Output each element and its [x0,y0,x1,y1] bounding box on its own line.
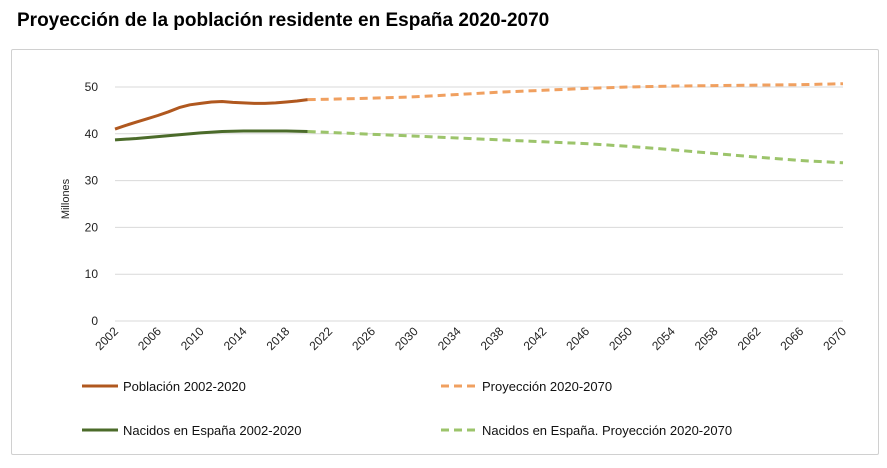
series-line-1 [114,98,308,131]
legend-label-2: Proyección 2020-2070 [482,379,612,394]
x-tick-label: 2018 [264,324,293,353]
x-tick-label: 2042 [521,324,550,353]
y-tick-label: 10 [85,267,99,281]
x-tick-label: 2014 [221,324,250,353]
y-tick-label: 30 [85,174,99,188]
y-tick-label: 0 [91,314,98,328]
x-tick-label: 2002 [92,324,121,353]
x-tick-label: 2010 [178,324,207,353]
series-line-4 [307,130,844,165]
chart-frame [11,49,879,455]
x-tick-label: 2062 [735,324,764,353]
y-tick-label: 20 [85,220,99,234]
x-axis-ticks: 2002 2006 2010 2014 2018 2022 2026 2030 2034 2038… [92,324,849,353]
chart-title: Proyección de la población residente en … [17,10,550,31]
series-line-3 [114,129,308,142]
legend-label-4: Nacidos en España. Proyección 2020-2070 [482,423,732,438]
y-axis-ticks: 0 10 20 30 40 50 [85,80,99,328]
x-tick-label: 2050 [606,324,635,353]
series-line-2 [307,82,844,102]
y-tick-label: 50 [85,80,99,94]
legend: Población 2002-2020 Proyección 2020-2070 N… [82,379,732,438]
legend-label-1: Población 2002-2020 [123,379,246,394]
y-tick-label: 40 [85,127,99,141]
x-tick-label: 2034 [435,324,464,353]
x-tick-label: 2058 [692,324,721,353]
x-tick-label: 2046 [563,324,592,353]
x-tick-label: 2022 [306,324,335,353]
series-lines [114,82,844,165]
legend-label-3: Nacidos en España 2002-2020 [123,423,302,438]
grid-lines [115,86,843,322]
x-tick-label: 2066 [778,324,807,353]
x-tick-label: 2006 [135,324,164,353]
x-tick-label: 2030 [392,324,421,353]
x-tick-label: 2026 [349,324,378,353]
x-tick-label: 2038 [478,324,507,353]
x-tick-label: 2054 [649,324,678,353]
x-tick-label: 2070 [820,324,849,353]
y-axis-label: Millones [60,178,72,219]
